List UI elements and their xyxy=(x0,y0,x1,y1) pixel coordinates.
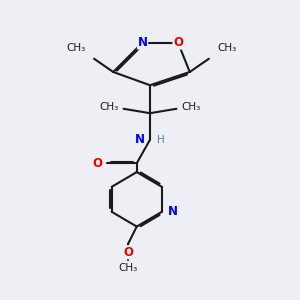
Text: O: O xyxy=(92,157,102,170)
Text: H: H xyxy=(158,135,165,145)
Text: O: O xyxy=(123,246,133,259)
Text: CH₃: CH₃ xyxy=(181,102,200,112)
Text: N: N xyxy=(168,205,178,218)
Text: CH₃: CH₃ xyxy=(67,44,86,53)
Text: N: N xyxy=(138,36,148,49)
Text: N: N xyxy=(135,133,145,146)
Text: CH₃: CH₃ xyxy=(217,44,236,53)
Text: CH₃: CH₃ xyxy=(100,102,119,112)
Text: CH₃: CH₃ xyxy=(118,263,137,273)
Text: O: O xyxy=(173,36,183,49)
